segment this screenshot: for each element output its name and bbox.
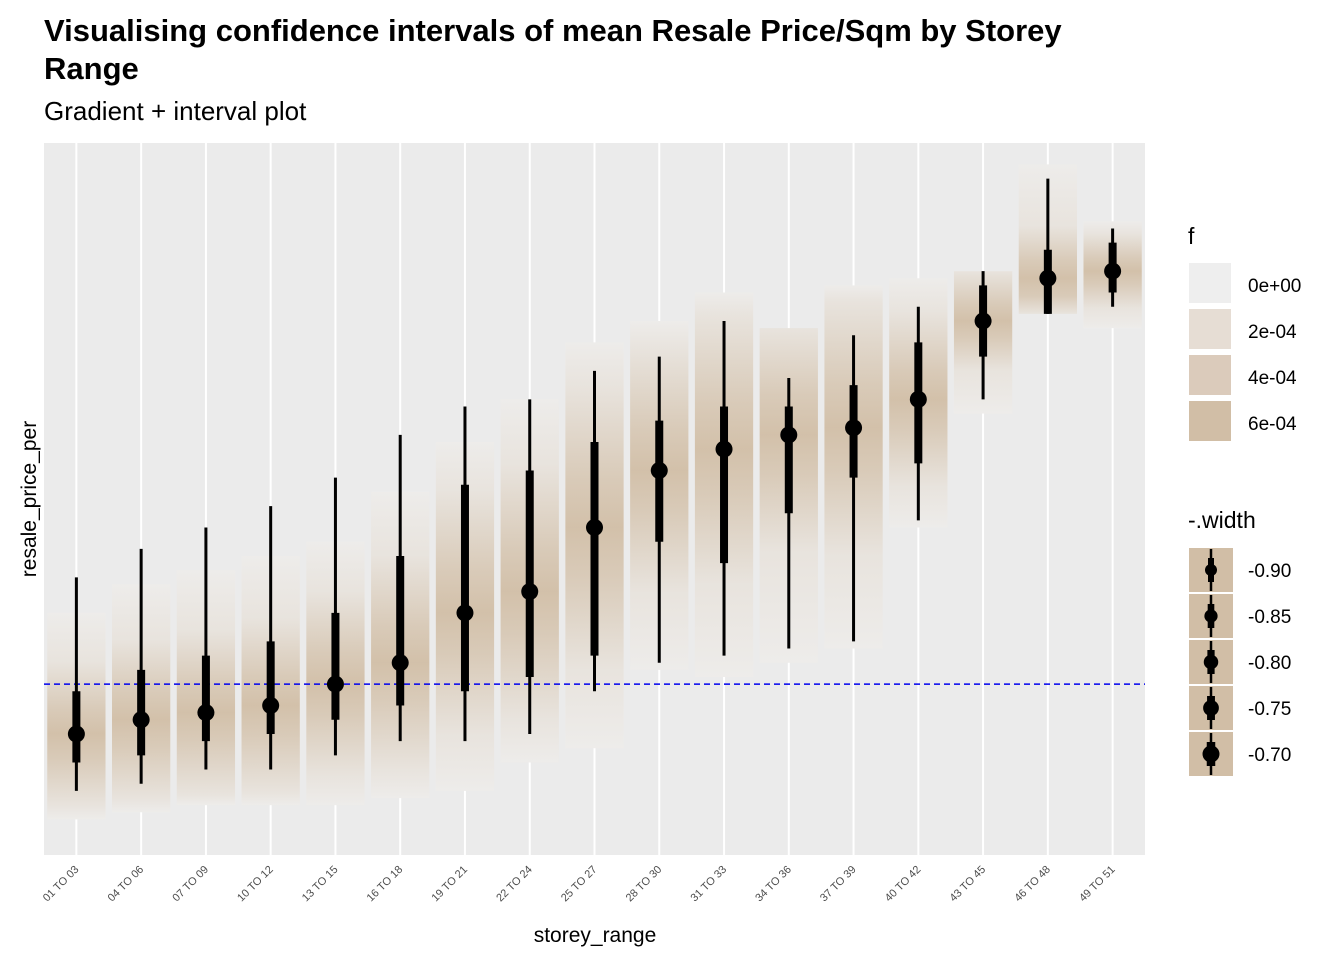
x-tick-label: 25 TO 27 [559, 864, 600, 905]
x-tick-label: 07 TO 09 [170, 864, 211, 905]
mean-point [845, 419, 863, 437]
legend-swatch [1189, 309, 1231, 349]
x-tick-label: 37 TO 39 [818, 864, 859, 905]
legend-label: 0e+00 [1248, 276, 1301, 297]
x-tick-label: 01 TO 03 [41, 864, 82, 905]
mean-point [1104, 262, 1122, 280]
x-tick-label: 10 TO 12 [235, 864, 276, 905]
legend-label: 6e-04 [1248, 414, 1297, 435]
x-tick-label: 22 TO 24 [494, 864, 535, 905]
legend-point [1202, 745, 1220, 763]
legend-title: f [1188, 223, 1195, 249]
legend-point [1204, 609, 1218, 623]
x-axis-ticks: 01 TO 03 04 TO 06 07 TO 09 10 TO 12 13 TO 15… [41, 864, 1118, 905]
legend-point [1203, 654, 1219, 670]
legend-swatch [1189, 401, 1231, 441]
x-tick-label: 04 TO 06 [106, 864, 147, 905]
legend-swatch [1189, 355, 1231, 395]
mean-point [1039, 269, 1057, 287]
x-tick-label: 49 TO 51 [1077, 864, 1118, 905]
legend-label: -0.75 [1248, 699, 1291, 720]
mean-point [456, 604, 474, 622]
mean-point [780, 426, 798, 444]
mean-point [650, 462, 668, 480]
mean-point [521, 583, 539, 601]
legend-label: -0.70 [1248, 745, 1291, 766]
legend-point [1203, 700, 1219, 716]
x-tick-label: 43 TO 45 [948, 864, 989, 905]
legend-point [1205, 564, 1217, 576]
interval-marks [67, 178, 1122, 791]
mean-point [262, 696, 280, 714]
x-tick-label: 46 TO 48 [1012, 864, 1053, 905]
x-axis-title: storey_range [534, 924, 657, 947]
x-tick-label: 31 TO 33 [689, 864, 730, 905]
mean-point [326, 675, 344, 693]
mean-point [132, 711, 150, 729]
chart-title: Visualising confidence intervals of mean… [44, 13, 1062, 86]
x-tick-label: 40 TO 42 [883, 864, 924, 905]
mean-point [586, 518, 603, 536]
legend-width: -.width -0.90 -0.85 -0.80 -0.75 -0.70 [1188, 507, 1291, 776]
mean-point [67, 725, 85, 743]
legend-label: -0.85 [1248, 607, 1291, 628]
legend-title: -.width [1188, 507, 1256, 533]
legend-label: -0.80 [1248, 653, 1291, 674]
x-tick-label: 13 TO 15 [300, 864, 341, 905]
chart-subtitle: Gradient + interval plot [44, 96, 307, 126]
mean-point [974, 312, 992, 330]
legend-swatch [1189, 263, 1231, 303]
x-tick-label: 19 TO 21 [429, 864, 470, 905]
mean-point [715, 440, 733, 458]
x-tick-label: 16 TO 18 [365, 864, 406, 905]
legend-label: 4e-04 [1248, 368, 1297, 389]
legend-label: 2e-04 [1248, 322, 1297, 343]
x-tick-label: 28 TO 30 [624, 864, 665, 905]
mean-point [197, 704, 215, 722]
legend-label: -0.90 [1248, 561, 1291, 582]
legend-fill: f 0e+00 2e-04 4e-04 6e-04 [1188, 223, 1301, 441]
mean-point [909, 390, 927, 408]
x-tick-label: 34 TO 36 [753, 864, 794, 905]
mean-point [391, 654, 409, 672]
y-axis-title: resale_price_per [18, 421, 41, 577]
